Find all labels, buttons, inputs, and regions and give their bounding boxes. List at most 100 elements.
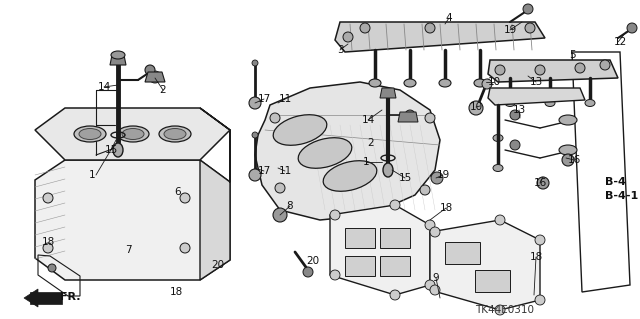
Ellipse shape [505,100,515,107]
Polygon shape [200,108,230,280]
Circle shape [252,60,258,66]
Circle shape [469,101,483,115]
Ellipse shape [164,129,186,139]
Text: 11: 11 [278,94,292,104]
Circle shape [535,295,545,305]
Text: 4: 4 [445,13,452,23]
Text: 1: 1 [89,170,95,180]
Polygon shape [145,72,165,82]
Text: 13: 13 [529,77,543,87]
Circle shape [420,185,430,195]
Circle shape [430,227,440,237]
Text: 18: 18 [42,237,54,247]
Circle shape [405,110,415,120]
Text: 15: 15 [398,173,412,183]
Ellipse shape [404,79,416,87]
Polygon shape [330,205,430,295]
Circle shape [390,200,400,210]
Circle shape [562,154,574,166]
Text: 5: 5 [569,50,575,60]
Text: 17: 17 [257,94,271,104]
Ellipse shape [559,115,577,125]
Polygon shape [35,108,230,160]
Circle shape [270,113,280,123]
Circle shape [330,270,340,280]
Circle shape [275,183,285,193]
Circle shape [249,97,261,109]
Circle shape [48,264,56,272]
Ellipse shape [369,79,381,87]
Circle shape [343,32,353,42]
Text: 11: 11 [278,166,292,176]
Text: 18: 18 [529,252,543,262]
Circle shape [180,193,190,203]
Text: 14: 14 [362,115,374,125]
Polygon shape [255,82,440,220]
Circle shape [145,65,155,75]
Text: 19: 19 [436,170,450,180]
Text: 1: 1 [363,157,369,167]
Ellipse shape [79,129,101,139]
Text: 14: 14 [97,82,111,92]
Text: 15: 15 [104,145,118,155]
Polygon shape [345,256,375,276]
Text: 10: 10 [469,102,483,112]
Circle shape [425,280,435,290]
Ellipse shape [113,143,123,157]
Text: 6: 6 [175,187,181,197]
Circle shape [430,285,440,295]
Circle shape [425,113,435,123]
Circle shape [495,305,505,315]
Polygon shape [475,270,510,292]
Circle shape [627,23,637,33]
Circle shape [523,4,533,14]
Polygon shape [398,112,418,122]
Polygon shape [30,292,62,304]
Text: B-4-1: B-4-1 [605,191,638,201]
Circle shape [495,215,505,225]
Circle shape [149,71,161,83]
Text: 2: 2 [160,85,166,95]
Polygon shape [488,88,585,105]
Ellipse shape [122,129,144,139]
Text: 17: 17 [257,166,271,176]
Text: 10: 10 [488,77,500,87]
Ellipse shape [111,51,125,59]
Circle shape [252,132,258,138]
Circle shape [330,210,340,220]
Circle shape [425,23,435,33]
Text: 7: 7 [125,245,131,255]
Circle shape [482,79,492,89]
Ellipse shape [273,115,327,145]
Text: 20: 20 [211,260,225,270]
Circle shape [535,65,545,75]
Ellipse shape [439,79,451,87]
Text: B-4: B-4 [605,177,626,187]
Text: TK44E0310: TK44E0310 [476,305,534,315]
Text: 20: 20 [307,256,319,266]
Polygon shape [335,22,545,52]
Text: FR.: FR. [60,292,81,302]
Circle shape [249,169,261,181]
Circle shape [537,177,549,189]
Text: 13: 13 [513,105,525,115]
Ellipse shape [383,163,393,177]
Polygon shape [445,242,480,264]
Ellipse shape [493,135,503,142]
Circle shape [303,267,313,277]
Text: 19: 19 [504,25,516,35]
Circle shape [425,220,435,230]
Polygon shape [488,60,618,82]
Circle shape [535,235,545,245]
Circle shape [360,23,370,33]
Text: 2: 2 [368,138,374,148]
Text: 12: 12 [613,37,627,47]
Text: 16: 16 [533,178,547,188]
Polygon shape [380,228,410,248]
Ellipse shape [545,100,555,107]
Circle shape [525,23,535,33]
Polygon shape [110,55,126,65]
Circle shape [273,208,287,222]
Ellipse shape [298,138,352,168]
Ellipse shape [74,126,106,142]
